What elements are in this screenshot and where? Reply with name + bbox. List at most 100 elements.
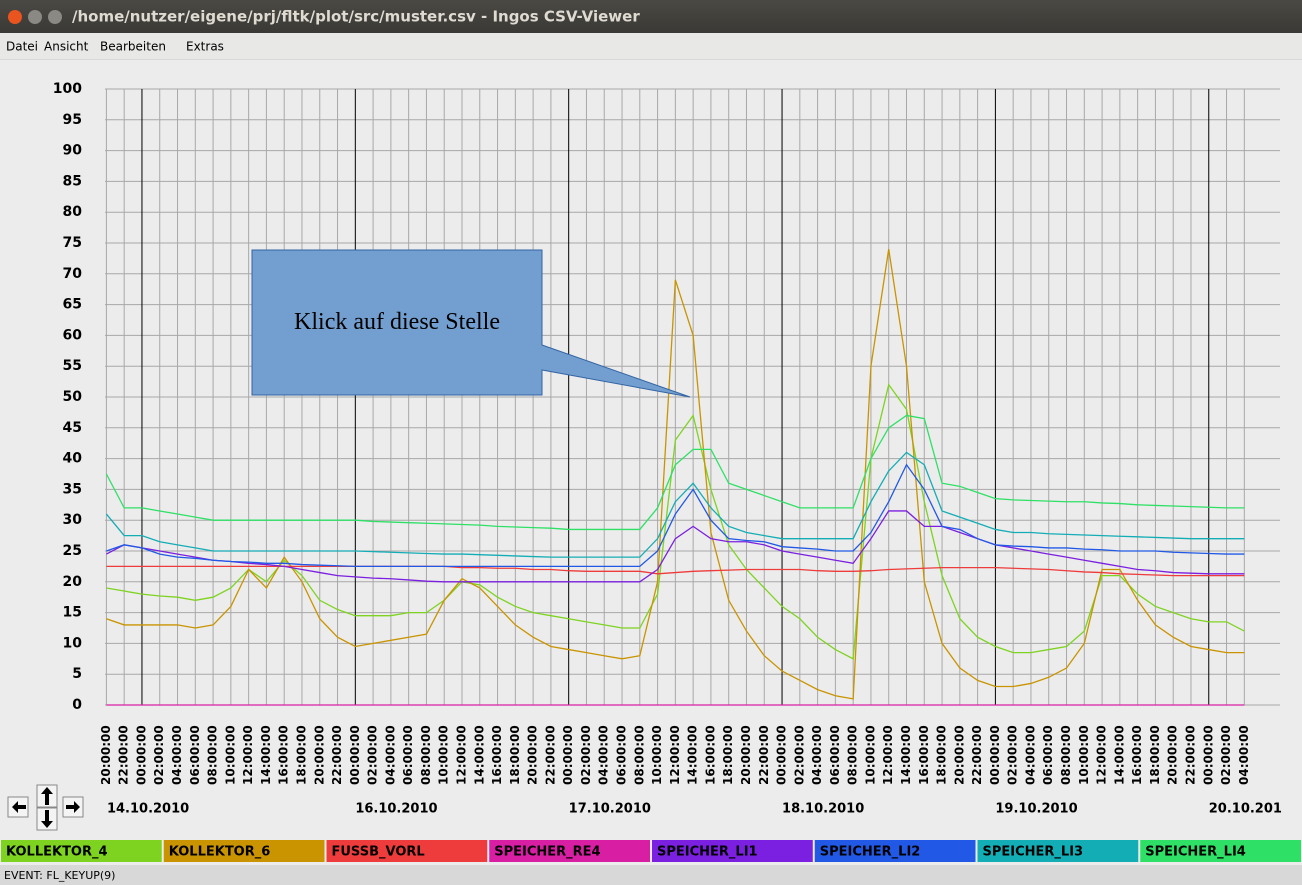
close-button[interactable] (8, 10, 22, 24)
status-bar (0, 865, 1302, 885)
y-tick-label: 85 (63, 173, 82, 189)
y-tick-label: 20 (63, 574, 83, 590)
menu-item[interactable]: Datei (6, 40, 38, 54)
legend-label: FUSSB_VORL (332, 845, 425, 860)
x-tick-label: 00:00:00 (988, 725, 1002, 785)
date-label: 18.10.2010 (782, 802, 864, 817)
x-tick-label: 06:00:00 (401, 725, 415, 785)
legend-button[interactable] (163, 840, 325, 862)
x-tick-label: 04:00:00 (1237, 725, 1251, 785)
x-tick-label: 08:00:00 (206, 725, 220, 785)
menu-item[interactable]: Bearbeiten (100, 40, 166, 54)
series-line (105, 414, 1245, 531)
legend-button[interactable] (1, 840, 162, 862)
maximize-button[interactable] (48, 10, 62, 24)
x-tick-label: 22:00:00 (970, 725, 984, 785)
x-tick-label: 12:00:00 (881, 725, 895, 785)
legend-button[interactable] (1140, 840, 1301, 862)
nav-arrows[interactable] (7, 784, 84, 831)
legend-label: KOLLEKTOR_4 (6, 845, 108, 860)
legend-button[interactable] (814, 840, 976, 862)
x-tick-label: 14:00:00 (259, 725, 273, 785)
x-tick-label: 04:00:00 (170, 725, 184, 785)
x-tick-label: 12:00:00 (455, 725, 469, 785)
y-tick-label: 70 (63, 266, 83, 282)
x-tick-label: 14:00:00 (899, 725, 913, 785)
x-tick-label: 16:00:00 (917, 725, 931, 785)
x-tick-label: 10:00:00 (223, 725, 237, 785)
x-tick-label: 20:00:00 (312, 725, 326, 785)
menu-item[interactable]: Ansicht (44, 40, 89, 54)
x-tick-label: 08:00:00 (632, 725, 646, 785)
title-bar (0, 0, 1302, 33)
y-tick-label: 100 (53, 81, 82, 97)
menu-item[interactable]: Extras (186, 40, 224, 54)
x-tick-label: 06:00:00 (828, 725, 842, 785)
y-tick-label: 65 (63, 297, 82, 313)
legend-button[interactable] (652, 840, 813, 862)
x-tick-label: 14:00:00 (472, 725, 486, 785)
x-tick-label: 20:00:00 (1166, 725, 1180, 785)
x-tick-label: 02:00:00 (792, 725, 806, 785)
x-tick-label: 02:00:00 (152, 725, 166, 785)
legend-label: SPEICHER_LI4 (1145, 845, 1246, 860)
legend-label: KOLLEKTOR_6 (169, 845, 271, 860)
y-tick-label: 80 (63, 204, 83, 220)
x-tick-label: 06:00:00 (1041, 725, 1055, 785)
x-tick-label: 16:00:00 (1130, 725, 1144, 785)
x-tick-label: 20:00:00 (952, 725, 966, 785)
x-tick-label: 22:00:00 (1183, 725, 1197, 785)
legend-button[interactable] (326, 840, 488, 862)
x-tick-label: 10:00:00 (863, 725, 877, 785)
window-title: /home/nutzer/eigene/prj/fltk/plot/src/mu… (72, 8, 640, 26)
x-tick-label: 04:00:00 (1023, 725, 1037, 785)
x-tick-label: 12:00:00 (668, 725, 682, 785)
y-tick-label: 5 (72, 666, 82, 682)
x-tick-label: 14:00:00 (686, 725, 700, 785)
x-tick-label: 00:00:00 (1201, 725, 1215, 785)
x-tick-label: 20:00:00 (739, 725, 753, 785)
x-tick-label: 16:00:00 (490, 725, 504, 785)
series-line (105, 451, 1245, 558)
x-tick-label: 12:00:00 (1095, 725, 1109, 785)
x-tick-label: 00:00:00 (134, 725, 148, 785)
date-label: 17.10.2010 (569, 802, 651, 817)
x-tick-label: 00:00:00 (348, 725, 362, 785)
y-tick-label: 30 (63, 512, 83, 528)
y-tick-label: 60 (63, 327, 83, 343)
callout-text-box: Klick auf diese Stelle (262, 262, 532, 382)
callout-box (251, 249, 691, 398)
x-tick-label: 08:00:00 (419, 725, 433, 785)
x-tick-label: 02:00:00 (1006, 725, 1020, 785)
x-tick-label: 08:00:00 (846, 725, 860, 785)
x-tick-label: 22:00:00 (757, 725, 771, 785)
x-tick-label: 06:00:00 (615, 725, 629, 785)
x-tick-label: 14:00:00 (1112, 725, 1126, 785)
series-line (106, 510, 1245, 583)
y-tick-label: 15 (63, 605, 82, 621)
x-tick-label: 08:00:00 (1059, 725, 1073, 785)
legend-label: SPEICHER_LI2 (820, 845, 921, 860)
y-tick-label: 90 (63, 143, 83, 159)
x-tick-label: 16:00:00 (277, 725, 291, 785)
legend-button[interactable] (489, 840, 650, 862)
x-tick-label: 22:00:00 (330, 725, 344, 785)
callout-text: Klick auf diese Stelle (294, 309, 500, 335)
x-tick-label: 16:00:00 (703, 725, 717, 785)
x-tick-label: 20:00:00 (526, 725, 540, 785)
x-tick-label: 10:00:00 (650, 725, 664, 785)
status-text: EVENT: FL_KEYUP(9) (4, 869, 115, 882)
x-tick-label: 04:00:00 (383, 725, 397, 785)
minimize-button[interactable] (28, 10, 42, 24)
legend-label: SPEICHER_RE4 (494, 845, 600, 860)
legend-button[interactable] (977, 840, 1139, 862)
x-tick-label: 00:00:00 (775, 725, 789, 785)
y-tick-label: 25 (63, 543, 82, 559)
arrow-down (41, 810, 53, 828)
x-tick-label: 02:00:00 (1219, 725, 1233, 785)
x-tick-label: 02:00:00 (579, 725, 593, 785)
date-label: 19.10.2010 (995, 802, 1077, 817)
x-tick-label: 22:00:00 (117, 725, 131, 785)
series-line (106, 383, 1245, 660)
